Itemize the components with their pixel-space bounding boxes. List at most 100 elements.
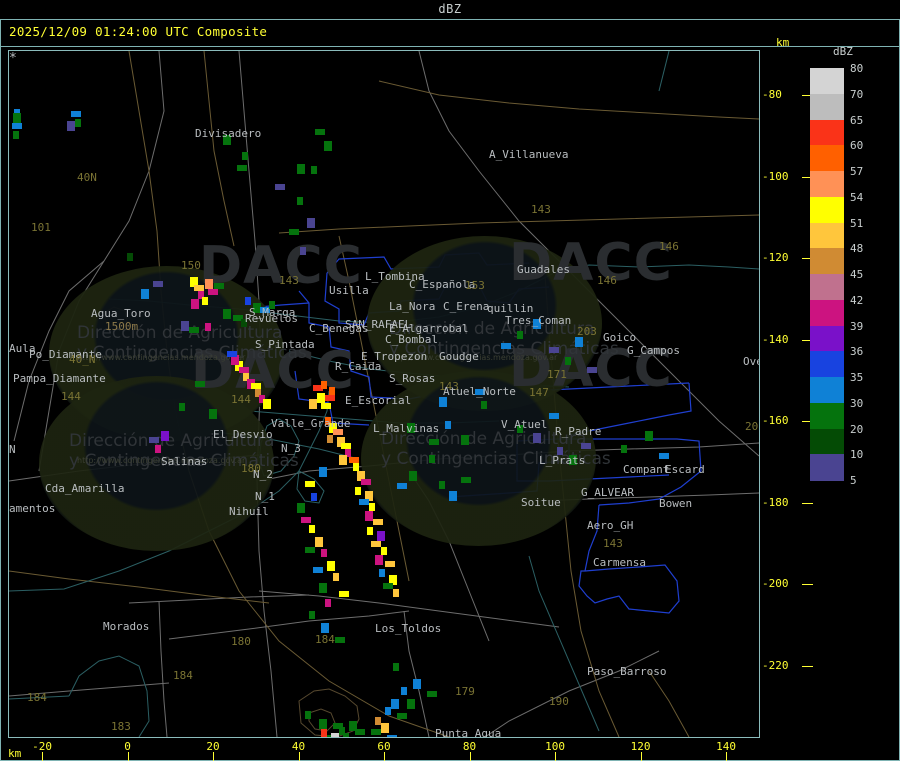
colorbar-band[interactable] <box>810 145 844 172</box>
radar-echo-cell <box>227 351 237 357</box>
map-label: N_2 <box>253 468 273 481</box>
map-label: Salinas <box>161 455 208 468</box>
radar-echo-cell <box>297 164 305 174</box>
map-label: Compant <box>623 463 670 476</box>
radar-echo-cell <box>587 367 597 373</box>
colorbar-band[interactable] <box>810 274 844 301</box>
radar-echo-cell <box>375 555 383 565</box>
radar-echo-cell <box>621 445 627 453</box>
map-label: Goudge <box>439 350 479 363</box>
map-label: S_Rosas <box>389 372 436 385</box>
y-axis-tick-label: -140 <box>762 332 789 346</box>
radar-echo-cell <box>357 471 365 481</box>
radar-echo-cell <box>575 337 583 347</box>
radar-echo-cell <box>381 723 389 733</box>
x-axis-tick-label: 40 <box>291 740 306 753</box>
radar-echo-cell <box>275 184 285 190</box>
radar-echo-cell <box>319 719 327 729</box>
radar-echo-cell <box>191 299 199 309</box>
radar-echo-cell <box>565 357 571 365</box>
map-label: L_Malvinas <box>373 422 440 435</box>
colorbar-band[interactable] <box>810 196 844 223</box>
colorbar-band[interactable] <box>810 171 844 198</box>
radar-echo-cell <box>369 503 375 511</box>
radar-echo-cell <box>393 589 399 597</box>
radar-echo-cell <box>253 303 261 313</box>
map-label: Bowen <box>659 497 693 510</box>
colorbar-tick-label: 57 <box>850 165 864 178</box>
colorbar-band[interactable] <box>810 351 844 378</box>
colorbar-band[interactable] <box>810 325 844 352</box>
radar-echo-cell <box>75 119 81 127</box>
map-label: E_Algarrobal <box>389 322 469 335</box>
radar-echo-cell <box>301 517 311 523</box>
map-label: S_Pintada <box>255 338 315 351</box>
y-axis-tick <box>802 502 813 504</box>
colorbar-band[interactable] <box>810 222 844 249</box>
y-axis-tick-label: -160 <box>762 414 789 427</box>
radar-echo-cell <box>205 279 213 289</box>
map-label: Escard <box>665 463 705 476</box>
map-label: Morados <box>103 620 150 633</box>
colorbar-tick-label: 5 <box>850 474 857 487</box>
radar-echo-cell <box>333 723 343 729</box>
colorbar-tick-label: 20 <box>850 422 864 436</box>
x-axis-tick <box>298 752 300 761</box>
radar-echo-cell <box>383 583 393 589</box>
radar-echo-cell <box>353 463 359 471</box>
radar-echo-cell <box>389 575 397 585</box>
map-label: Pampa_Diamante <box>13 372 106 385</box>
x-axis-tick-label: 20 <box>206 740 220 753</box>
dacc-tagline-line2-a: y Contingencias Climáticas <box>77 343 307 363</box>
radar-echo-cell <box>181 321 189 331</box>
y-axis-tick-label: -120 <box>762 251 789 264</box>
dacc-text-watermark-2: DACC <box>509 233 673 293</box>
radar-echo-cell <box>321 403 331 409</box>
map-label: Agua_Toro <box>91 307 151 320</box>
map-label: Paso_Barroso <box>587 665 667 678</box>
x-axis-unit: km <box>8 747 22 760</box>
y-axis-tick-label: -200 <box>762 577 789 590</box>
colorbar-band[interactable] <box>810 377 844 404</box>
radar-echo-cell <box>311 166 317 174</box>
radar-echo-cell <box>315 537 323 547</box>
radar-echo-cell <box>341 443 351 449</box>
map-label: 146 <box>659 240 679 253</box>
map-label: E_Escorial <box>345 394 412 407</box>
radar-map[interactable]: DACC DACC DACC DACC Dirección de Agricul… <box>9 51 759 737</box>
colorbar[interactable]: 80 70 65 60 57 54 51 48 45 42 39 36 35 30 20 10 5 <box>810 62 863 487</box>
colorbar-band[interactable] <box>810 68 844 95</box>
map-label: N_3 <box>281 442 301 455</box>
map-label: Aula <box>9 342 36 355</box>
dacc-text-watermark-1: DACC <box>199 236 363 296</box>
colorbar-band[interactable] <box>810 299 844 326</box>
radar-echo-cell <box>309 611 315 619</box>
map-label: C_Española <box>409 278 476 291</box>
radar-echo-cell <box>401 687 407 695</box>
radar-echo-cell <box>429 439 439 445</box>
map-label: 143 <box>439 380 459 393</box>
colorbar-tick-label: 80 <box>850 62 864 75</box>
colorbar-band[interactable] <box>810 402 844 429</box>
dacc-tagline-line1-c: Dirección de Agricultura <box>69 431 275 451</box>
y-axis: km -80 -100 -120 -140 -160 -180 -200 -220 <box>762 36 822 740</box>
radar-echo-cell <box>375 717 381 725</box>
x-axis-tick <box>726 752 727 761</box>
y-axis-unit: km <box>776 36 790 49</box>
map-label: 101 <box>31 221 51 234</box>
map-label: Punta_Agua <box>435 727 502 738</box>
colorbar-band[interactable] <box>810 119 844 146</box>
colorbar-band[interactable] <box>810 428 844 455</box>
radar-echo-cell <box>645 431 653 441</box>
radar-echo-cell <box>223 309 231 319</box>
radar-echo-cell <box>149 437 159 443</box>
radar-echo-cell <box>297 503 305 513</box>
radar-plot-frame[interactable]: DACC DACC DACC DACC Dirección de Agricul… <box>8 50 760 738</box>
radar-echo-cell <box>67 121 75 131</box>
colorbar-band[interactable] <box>810 248 844 275</box>
radar-echo-cell <box>13 131 19 139</box>
colorbar-band[interactable] <box>810 93 844 120</box>
colorbar-band[interactable] <box>810 454 844 481</box>
map-label: 143 <box>603 537 623 550</box>
